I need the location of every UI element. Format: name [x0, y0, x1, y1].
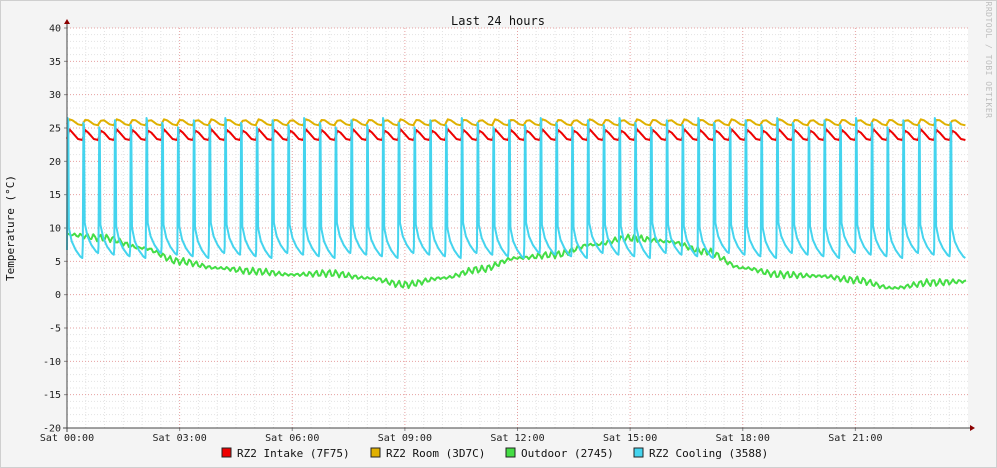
legend-entry: Outdoor (2745): [521, 447, 614, 460]
series-line-2: [66, 232, 967, 290]
y-tick-label: 30: [49, 90, 61, 101]
y-tick-label: -20: [43, 424, 61, 435]
chart-title: Last 24 hours: [451, 14, 545, 28]
y-tick-label: -15: [43, 390, 61, 401]
series-line-1: [66, 118, 966, 127]
x-tick-label: Sat 09:00: [378, 433, 432, 444]
series-line-3: [66, 117, 966, 259]
y-tick-label: 10: [49, 224, 61, 235]
legend-entry: RZ2 Intake (7F75): [237, 447, 350, 460]
y-axis-arrow: [64, 19, 70, 24]
x-tick-label: Sat 06:00: [265, 433, 319, 444]
x-axis-arrow: [970, 425, 975, 431]
legend-swatch: [370, 447, 381, 458]
y-tick-label: 25: [49, 124, 61, 135]
legend-swatch: [633, 447, 644, 458]
legend-entry: RZ2 Room (3D7C): [386, 447, 485, 460]
x-tick-label: Sat 00:00: [40, 433, 94, 444]
x-tick-label: Sat 18:00: [716, 433, 770, 444]
y-tick-label: 20: [49, 157, 61, 168]
legend-swatch: [505, 447, 516, 458]
legend-entry: RZ2 Cooling (3588): [649, 447, 768, 460]
y-tick-label: -5: [49, 324, 61, 335]
y-tick-label: 40: [49, 24, 61, 35]
y-tick-label: 5: [55, 257, 61, 268]
legend: RZ2 Intake (7F75) RZ2 Room (3D7C) Outdoor …: [221, 447, 768, 460]
x-tick-label: Sat 15:00: [603, 433, 657, 444]
watermark: RRDTOOL / TOBI OETIKER: [984, 2, 993, 119]
y-tick-label: 15: [49, 190, 61, 201]
y-tick-label: -10: [43, 357, 61, 368]
legend-swatch: [221, 447, 232, 458]
y-tick-label: 0: [55, 290, 61, 301]
y-axis-label: Temperature (°C): [4, 175, 17, 281]
x-tick-label: Sat 03:00: [153, 433, 207, 444]
x-tick-label: Sat 12:00: [490, 433, 544, 444]
y-tick-label: 35: [49, 57, 61, 68]
x-tick-label: Sat 21:00: [828, 433, 882, 444]
series-line-0: [66, 128, 966, 141]
